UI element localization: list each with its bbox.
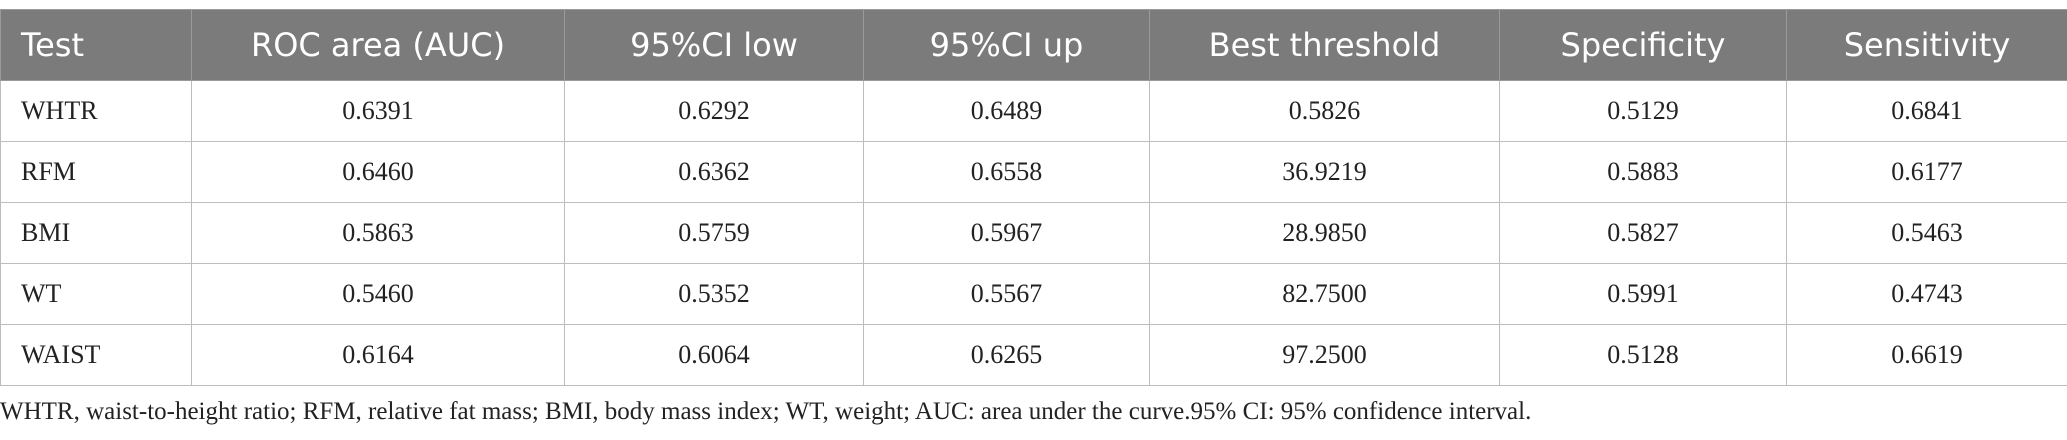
table-cell: 0.5128 (1499, 324, 1787, 386)
table-cell: 0.5567 (863, 263, 1150, 325)
table-cell: 0.6177 (1786, 141, 2067, 203)
table-row: WHTR 0.6391 0.6292 0.6489 0.5826 0.5129 0.6841 (0, 80, 2067, 142)
table-cell: 0.5463 (1786, 202, 2067, 264)
column-header: ROC area (AUC) (191, 9, 565, 81)
table-cell: 0.6265 (863, 324, 1150, 386)
column-header: Test (0, 9, 192, 81)
results-table: Test ROC area (AUC) 95%CI low 95%CI up Best … (0, 9, 2067, 386)
table-cell: 0.5129 (1499, 80, 1787, 142)
table-cell: 36.9219 (1149, 141, 1500, 203)
row-label: WT (0, 263, 192, 325)
table-cell: 28.9850 (1149, 202, 1500, 264)
column-header: 95%CI up (863, 9, 1150, 81)
table-cell: 0.5826 (1149, 80, 1500, 142)
table-cell: 0.6489 (863, 80, 1150, 142)
table-cell: 0.5460 (191, 263, 565, 325)
column-header: Best threshold (1149, 9, 1500, 81)
table-cell: 0.6292 (564, 80, 864, 142)
table-row: WT 0.5460 0.5352 0.5567 82.7500 0.5991 0.4743 (0, 263, 2067, 325)
header-row: Test ROC area (AUC) 95%CI low 95%CI up Best … (0, 9, 2067, 81)
table-cell: 0.5827 (1499, 202, 1787, 264)
row-label: WHTR (0, 80, 192, 142)
table-row: WAIST 0.6164 0.6064 0.6265 97.2500 0.5128 0.66… (0, 324, 2067, 386)
footnote: WHTR, waist-to-height ratio; RFM, relati… (0, 398, 1532, 425)
table-cell: 82.7500 (1149, 263, 1500, 325)
table-cell: 0.6164 (191, 324, 565, 386)
column-header: Specificity (1499, 9, 1787, 81)
table-cell: 0.5759 (564, 202, 864, 264)
column-header: Sensitivity (1786, 9, 2067, 81)
table-cell: 0.6064 (564, 324, 864, 386)
table-cell: 0.6558 (863, 141, 1150, 203)
table-cell: 0.6391 (191, 80, 565, 142)
table-cell: 0.6362 (564, 141, 864, 203)
table-row: BMI 0.5863 0.5759 0.5967 28.9850 0.5827 0.5463 (0, 202, 2067, 264)
table-cell: 0.5352 (564, 263, 864, 325)
table-cell: 97.2500 (1149, 324, 1500, 386)
table-cell: 0.5991 (1499, 263, 1787, 325)
row-label: WAIST (0, 324, 192, 386)
table-row: RFM 0.6460 0.6362 0.6558 36.9219 0.5883 0.6177 (0, 141, 2067, 203)
table-cell: 0.6460 (191, 141, 565, 203)
table-cell: 0.6619 (1786, 324, 2067, 386)
column-header: 95%CI low (564, 9, 864, 81)
row-label: RFM (0, 141, 192, 203)
table-cell: 0.4743 (1786, 263, 2067, 325)
row-label: BMI (0, 202, 192, 264)
table-cell: 0.5883 (1499, 141, 1787, 203)
table-cell: 0.5967 (863, 202, 1150, 264)
table-cell: 0.5863 (191, 202, 565, 264)
table-body: WHTR 0.6391 0.6292 0.6489 0.5826 0.5129 0.6841… (0, 80, 2067, 386)
table-cell: 0.6841 (1786, 80, 2067, 142)
